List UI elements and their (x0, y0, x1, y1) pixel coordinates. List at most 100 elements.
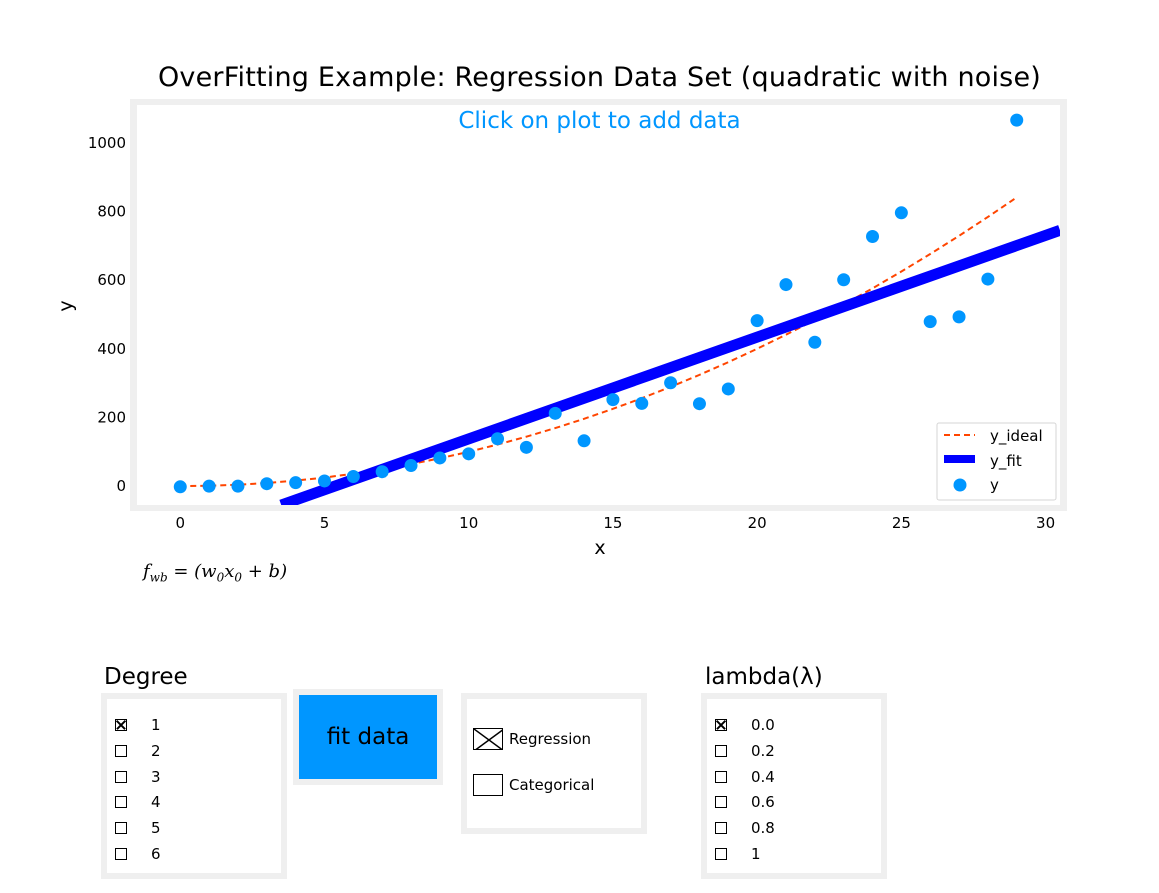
degree-checkbox-2[interactable] (115, 770, 127, 783)
data-point (923, 315, 937, 329)
y-axis-label: y (55, 300, 77, 311)
lambda-option-label: 0.2 (751, 741, 775, 760)
x-tick-label: 5 (320, 514, 330, 532)
degree-option-label: 1 (151, 716, 161, 734)
degree-checkbox-5[interactable] (115, 848, 127, 860)
x-tick-label: 15 (603, 514, 622, 532)
data-point (721, 382, 735, 396)
formula-f: f (143, 561, 150, 582)
data-point (548, 406, 562, 420)
regression-selected-cross-icon (474, 729, 502, 749)
plot-area[interactable] (137, 105, 1060, 505)
y-tick-label: 1000 (88, 134, 126, 152)
degree-option-5[interactable]: 6 (115, 842, 161, 866)
x-tick-label: 20 (748, 514, 767, 532)
degree-option-4[interactable]: 5 (115, 816, 161, 840)
mode-option-categorical[interactable]: Categorical (473, 774, 594, 796)
ideal-curve-line (180, 196, 1018, 488)
data-point (952, 310, 966, 324)
y-tick-label: 200 (97, 408, 126, 426)
lambda-option-3[interactable]: 0.6 (715, 790, 775, 814)
mode-radio-panel: Regression Categorical (461, 693, 647, 834)
degree-checkbox-0[interactable] (115, 719, 127, 731)
lambda-option-0[interactable]: 0.0 (715, 713, 775, 737)
formula-body: = (w (167, 561, 217, 582)
categorical-label: Categorical (509, 776, 595, 794)
regression-chart[interactable]: 0 5 10 15 20 25 30 0 200 400 600 800 1000 x y y_ide… (0, 0, 1159, 620)
plot-title: OverFitting Example: Regression Data Set… (157, 62, 1041, 93)
degree-option-2[interactable]: 3 (115, 765, 161, 789)
y-tick-label: 0 (116, 477, 126, 495)
data-point (750, 314, 764, 328)
x-tick-label: 10 (459, 514, 478, 532)
lambda-option-1[interactable]: 0.2 (715, 739, 775, 763)
lambda-option-label: 0.6 (751, 793, 775, 812)
formula-w-sub: 0 (216, 570, 225, 585)
legend-fit-label: y_fit (990, 452, 1022, 471)
degree-checkbox-3[interactable] (115, 796, 127, 809)
degree-checkbox-4[interactable] (115, 822, 127, 835)
x-axis-ticks: 0 5 10 15 20 25 30 (175, 514, 1055, 532)
regression-radio-box[interactable] (473, 728, 503, 750)
data-point (231, 479, 245, 493)
lambda-option-label: 0.8 (751, 819, 775, 838)
x-tick-label: 25 (892, 514, 911, 532)
data-point (635, 396, 649, 410)
degree-checkbox-1[interactable] (115, 744, 127, 757)
lambda-option-label: 0.0 (751, 716, 775, 734)
data-point (404, 459, 418, 473)
data-point (837, 273, 851, 287)
data-point (260, 477, 274, 491)
categorical-radio-box[interactable] (473, 774, 503, 796)
formula-x-sub: 0 (234, 570, 243, 585)
degree-option-label: 3 (151, 767, 161, 786)
lambda-checkbox-4[interactable] (715, 822, 727, 835)
degree-option-1[interactable]: 2 (115, 739, 161, 763)
x-tick-label: 30 (1036, 514, 1055, 532)
formula-x: x (224, 561, 235, 582)
degree-option-0[interactable]: 1 (115, 713, 161, 737)
formula-tail: + b) (242, 561, 288, 582)
degree-option-label: 6 (151, 845, 161, 863)
data-point (462, 447, 476, 461)
fit-data-button[interactable]: fit data (293, 689, 443, 785)
lambda-option-2[interactable]: 0.4 (715, 765, 775, 789)
data-point (346, 470, 360, 484)
lambda-checkbox-0[interactable] (715, 719, 727, 731)
lambda-title: lambda(λ) (705, 664, 823, 690)
degree-checkbox-panel: 1 2 3 4 5 6 (101, 693, 287, 879)
y-tick-label: 400 (97, 340, 126, 358)
data-point (808, 335, 822, 349)
data-point (202, 479, 216, 493)
degree-option-3[interactable]: 4 (115, 790, 161, 814)
data-point (433, 451, 447, 465)
lambda-checkbox-1[interactable] (715, 744, 727, 757)
lambda-option-label: 0.4 (751, 767, 775, 786)
lambda-checkbox-3[interactable] (715, 796, 727, 809)
data-point (317, 474, 331, 488)
x-tick-label: 0 (175, 514, 185, 532)
model-formula: fwb = (w0x0 + b) (143, 561, 287, 585)
data-point (577, 434, 591, 448)
data-point (779, 278, 793, 292)
lambda-checkbox-5[interactable] (715, 848, 727, 860)
data-point (664, 376, 678, 390)
data-point (519, 440, 533, 454)
degree-option-label: 5 (151, 819, 161, 838)
data-point (692, 397, 706, 411)
lambda-option-4[interactable]: 0.8 (715, 816, 775, 840)
legend-box (936, 422, 1057, 501)
data-point (289, 476, 303, 490)
degree-title: Degree (104, 664, 188, 690)
legend-points-swatch (953, 478, 967, 492)
lambda-option-5[interactable]: 1 (715, 842, 761, 866)
data-point (375, 465, 389, 479)
data-point (1010, 113, 1024, 127)
data-point (866, 230, 880, 244)
data-point (981, 272, 995, 286)
y-tick-label: 800 (97, 202, 126, 220)
data-point (894, 206, 908, 220)
legend-points-label: y (990, 476, 999, 494)
mode-option-regression[interactable]: Regression (473, 728, 591, 750)
lambda-checkbox-2[interactable] (715, 770, 727, 783)
